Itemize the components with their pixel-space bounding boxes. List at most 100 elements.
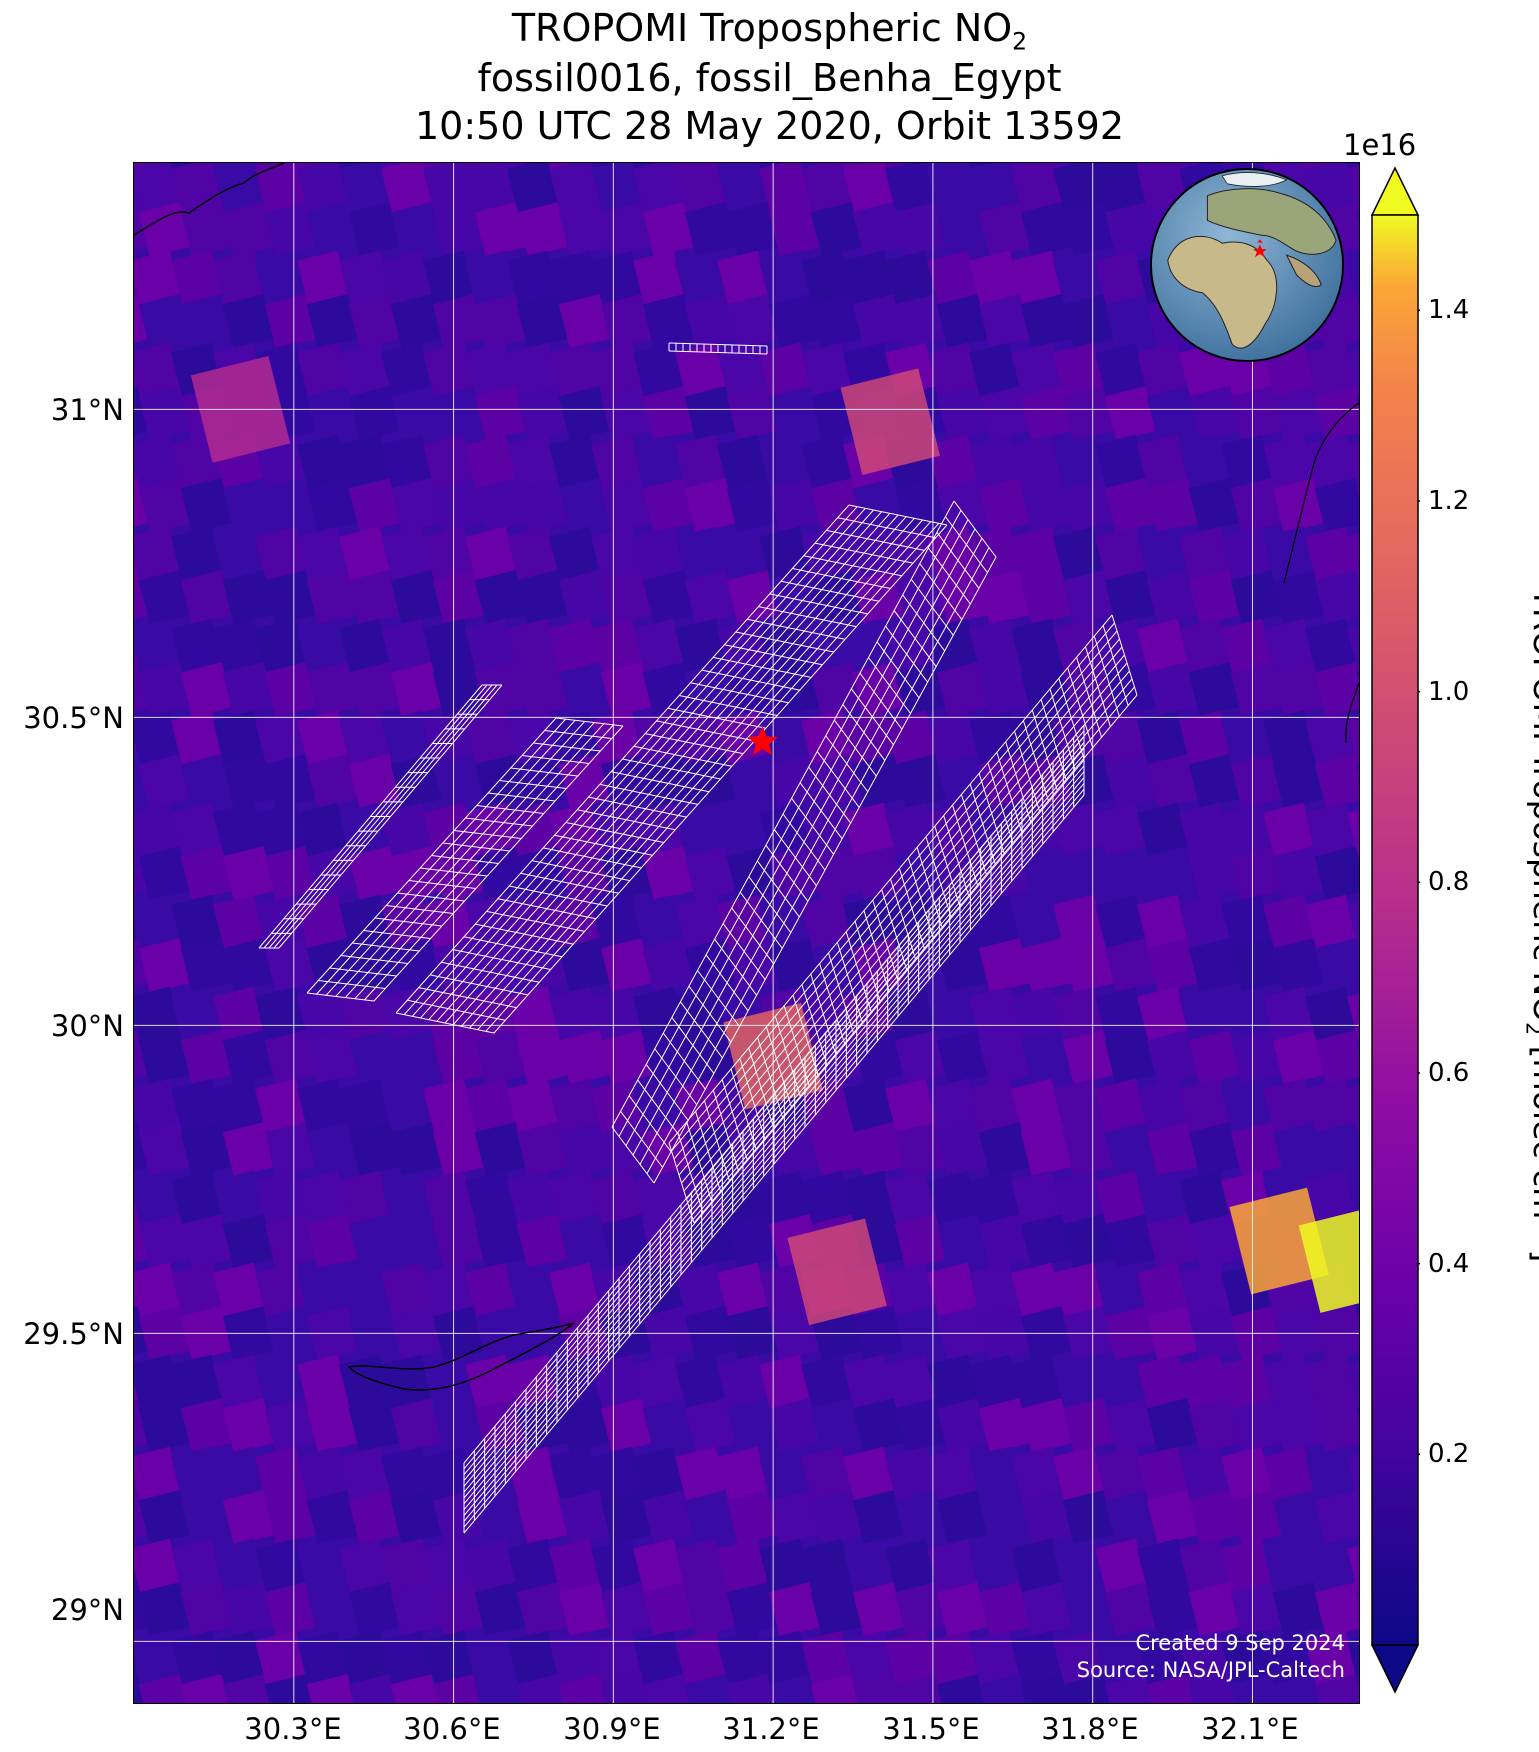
no2-pixel xyxy=(423,1262,475,1318)
no2-pixel xyxy=(474,1674,527,1703)
footprint-line xyxy=(408,880,476,889)
colorbar-tick-label: 0.4 xyxy=(1428,1248,1470,1279)
footprint-line xyxy=(463,783,1085,1522)
no2-pixel xyxy=(432,1030,485,1085)
no2-pixel xyxy=(1011,894,1063,950)
no2-pixel xyxy=(717,163,769,214)
no2-pixel xyxy=(180,202,233,257)
no2-pixel xyxy=(684,294,737,349)
no2-pixel xyxy=(306,1674,359,1703)
no2-pixel xyxy=(1011,1630,1063,1686)
no2-pixel xyxy=(1188,938,1241,993)
no2-pixel xyxy=(264,938,317,993)
no2-pixel xyxy=(969,710,1021,766)
no2-pixel xyxy=(852,1674,905,1703)
title-main-text: TROPOMI Tropospheric NO xyxy=(511,6,1013,50)
no2-pixel xyxy=(339,894,391,950)
no2-pixel xyxy=(1095,710,1147,766)
no2-pixel xyxy=(1137,618,1189,674)
no2-pixel xyxy=(134,250,181,306)
colorbar-tick-label: 0.8 xyxy=(1428,867,1470,898)
no2-pixel xyxy=(852,1490,905,1545)
no2-pixel xyxy=(1020,478,1073,533)
no2-pixel xyxy=(885,1630,937,1686)
footprint-line xyxy=(693,694,1138,1224)
colorbar-tick-label: 1.0 xyxy=(1428,676,1470,707)
no2-pixel xyxy=(138,1398,191,1453)
no2-pixel xyxy=(969,894,1021,950)
no2-pixel xyxy=(1188,1398,1241,1453)
no2-pixel xyxy=(1062,846,1115,901)
no2-pixel xyxy=(213,1354,265,1410)
footprint-line xyxy=(436,513,891,1022)
no2-pixel xyxy=(978,294,1031,349)
no2-pixel xyxy=(1062,386,1115,441)
no2-pixel xyxy=(507,434,559,490)
no2-pixel xyxy=(549,618,601,674)
no2-pixel xyxy=(134,710,181,766)
no2-pixel xyxy=(1314,570,1359,625)
no2-pixel xyxy=(180,938,233,993)
no2-pixel xyxy=(432,386,485,441)
no2-pixel xyxy=(759,163,811,214)
no2-pixel xyxy=(516,1582,569,1637)
no2-pixel xyxy=(134,1630,181,1686)
no2-pixel xyxy=(222,1490,275,1545)
no2-pixel xyxy=(1230,754,1283,809)
no2-pixel xyxy=(348,1674,401,1703)
no2-pixel xyxy=(213,894,265,950)
no2-pixel xyxy=(264,1398,317,1453)
no2-pixel xyxy=(348,662,401,717)
no2-pixel xyxy=(1146,938,1199,993)
no2-pixel xyxy=(969,434,1021,490)
no2-pixel xyxy=(1179,710,1231,766)
no2-pixel xyxy=(339,1262,391,1318)
no2-pixel xyxy=(978,662,1031,717)
footprint-line xyxy=(469,519,923,1029)
no2-pixel xyxy=(381,618,433,674)
colorbar-tick-label: 1.4 xyxy=(1428,295,1470,326)
no2-pixel xyxy=(1011,526,1063,582)
no2-pixel xyxy=(339,163,391,214)
no2-pixel xyxy=(213,618,265,674)
no2-pixel xyxy=(264,1490,317,1545)
no2-pixel xyxy=(633,1078,685,1134)
no2-pixel xyxy=(852,202,905,257)
no2-pixel xyxy=(297,894,349,950)
no2-pixel xyxy=(423,1170,475,1226)
no2-pixel xyxy=(969,250,1021,306)
no2-pixel xyxy=(297,1446,349,1502)
no2-pixel xyxy=(969,1078,1021,1134)
no2-pixel xyxy=(390,1030,443,1085)
no2-pixel xyxy=(801,526,853,582)
no2-pixel xyxy=(306,386,359,441)
footprint-line xyxy=(420,867,488,877)
no2-pixel xyxy=(759,1538,811,1594)
no2-pixel xyxy=(969,1262,1021,1318)
no2-pixel xyxy=(423,1078,475,1134)
footprint-line xyxy=(555,717,624,727)
no2-pixel xyxy=(1011,1538,1063,1594)
no2-pixel xyxy=(1221,1078,1273,1134)
no2-pixel xyxy=(423,163,475,214)
no2-pixel xyxy=(801,1170,853,1226)
no2-pixel xyxy=(1230,478,1283,533)
no2-pixel xyxy=(558,1214,611,1269)
no2-pixel xyxy=(1263,618,1315,674)
no2-pixel xyxy=(978,1674,1031,1703)
no2-pixel xyxy=(675,1538,727,1594)
no2-pixel xyxy=(1011,250,1063,306)
footprint-line xyxy=(521,755,590,764)
no2-pixel xyxy=(222,202,275,257)
no2-pixel xyxy=(978,386,1031,441)
no2-pixel xyxy=(591,986,643,1042)
no2-pixel xyxy=(558,938,611,993)
no2-pixel xyxy=(1305,1170,1357,1226)
no2-pixel xyxy=(927,250,979,306)
no2-pixel xyxy=(894,1122,947,1177)
no2-pixel xyxy=(591,163,643,214)
no2-pixel xyxy=(1188,662,1241,717)
no2-pixel xyxy=(516,478,569,533)
no2-pixel xyxy=(1263,1354,1315,1410)
no2-pixel xyxy=(1020,1490,1073,1545)
